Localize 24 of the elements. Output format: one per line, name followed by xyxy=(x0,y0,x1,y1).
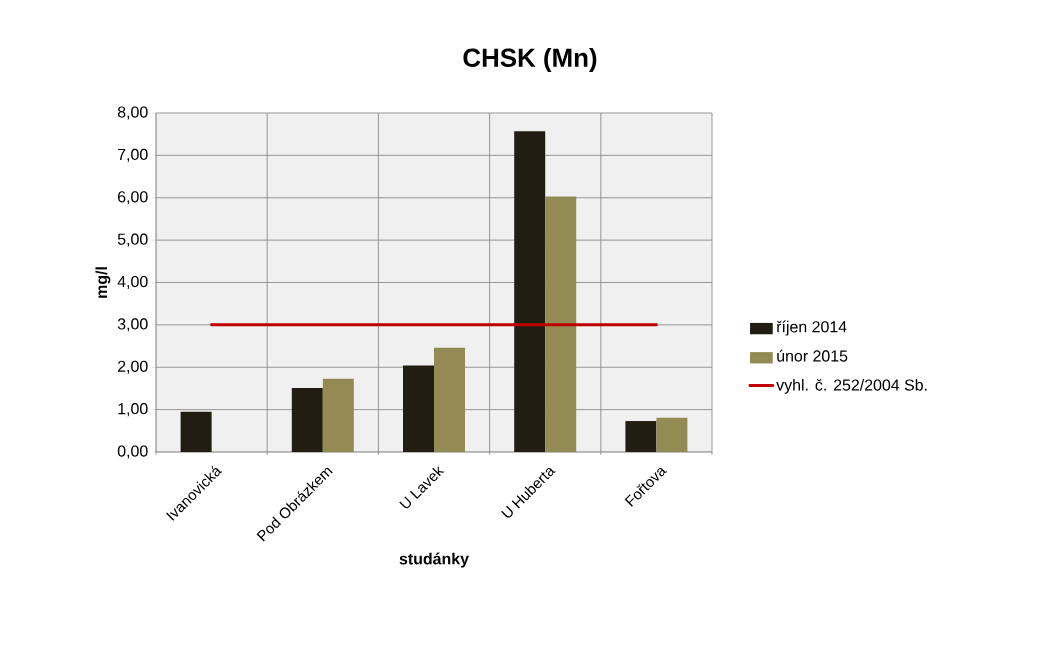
legend-label: říjen 2014 xyxy=(776,320,847,336)
y-axis-title: mg/l xyxy=(95,267,111,298)
y-tick-label: 8,00 xyxy=(117,106,148,120)
y-tick-label: 7,00 xyxy=(118,148,148,162)
y-tick-label: 5,00 xyxy=(117,233,148,247)
legend-label: vyhl. č. 252/2004 Sb. xyxy=(776,378,927,394)
bar xyxy=(291,388,323,452)
y-tick-label: 2,00 xyxy=(118,360,148,374)
bar xyxy=(322,378,354,452)
bar xyxy=(514,131,546,452)
bar xyxy=(625,421,657,452)
y-tick-label: 0,00 xyxy=(117,445,148,459)
bar xyxy=(545,196,577,452)
bar xyxy=(403,365,435,452)
y-tick-label: 3,00 xyxy=(117,318,148,332)
bar xyxy=(180,411,212,452)
y-tick-label: 6,00 xyxy=(118,191,148,205)
y-tick-label: 1,00 xyxy=(118,403,148,417)
legend-label: únor 2015 xyxy=(777,349,848,362)
y-tick-label: 4,00 xyxy=(117,275,148,290)
bar xyxy=(434,347,466,452)
x-axis-title: studánky xyxy=(399,552,469,568)
chart-title: CHSK (Mn) xyxy=(463,47,597,73)
bar xyxy=(656,417,688,452)
